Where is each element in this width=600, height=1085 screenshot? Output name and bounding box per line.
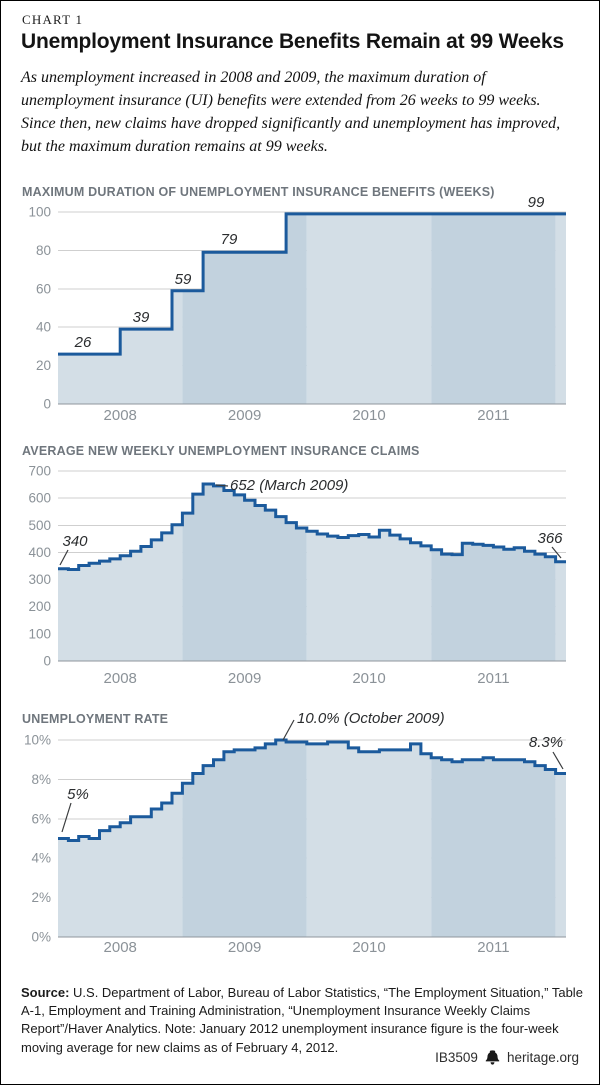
y-tick-label: 40 [36,320,51,335]
x-year-label: 2008 [104,407,137,424]
year-band [306,484,432,661]
y-tick-label: 600 [28,491,51,506]
annotation-max-duration: 79 [221,231,238,248]
section-title-claims: AVERAGE NEW WEEKLY UNEMPLOYMENT INSURANC… [22,444,420,458]
year-band [182,740,307,937]
y-tick-label: 8% [31,772,51,787]
annotation-leader [215,484,229,487]
year-band [58,740,183,937]
year-band [306,213,432,404]
year-band [555,213,566,404]
y-tick-label: 400 [28,545,51,560]
annotation-leader [282,719,295,741]
annotation-new-weekly-claims: 652 (March 2009) [230,477,348,494]
source-note: Source: U.S. Department of Labor, Bureau… [21,984,583,1057]
annotation-max-duration: 26 [74,334,92,351]
chart-kicker: CHART 1 [22,12,84,27]
area-fill [58,484,566,661]
annotation-leader [59,549,69,566]
y-tick-label: 0 [43,397,51,412]
annotation-unemployment-rate: 10.0% (October 2009) [297,710,445,727]
chart-new-weekly-claims: 0 100 200 300 400 500 600 700 2008 2009 2010 2011 34… [28,464,566,687]
series-line-max-duration [58,212,566,356]
year-band [182,213,307,404]
x-year-label: 2011 [477,670,509,687]
y-tick-label: 700 [28,464,51,479]
annotation-leader [61,802,72,833]
section-title-rate: UNEMPLOYMENT RATE [22,712,169,726]
year-band [555,740,566,937]
x-year-label: 2011 [477,939,509,956]
y-tick-label: 6% [31,811,51,826]
x-year-label: 2010 [352,407,385,424]
page-title: Unemployment Insurance Benefits Remain a… [21,30,564,53]
area-fill [58,740,566,937]
annotation-new-weekly-claims: 340 [62,533,88,550]
intro-paragraph: As unemployment increased in 2008 and 20… [21,69,561,156]
annotation-leader [551,546,562,559]
x-year-label: 2009 [228,407,261,424]
y-tick-label: 0% [31,930,51,945]
year-band [431,213,556,404]
y-tick-label: 100 [28,205,51,220]
year-band [431,740,556,937]
annotation-leader [552,751,564,770]
chart-max-duration: 0 20 40 60 80 100 2008 2009 2010 2011 26 39 59 79 99 [28,194,566,424]
annotation-max-duration: 59 [175,271,192,288]
annotation-max-duration: 39 [133,309,150,326]
series-line-new-weekly-claims [58,482,566,571]
year-band [555,484,566,661]
y-tick-label: 0 [43,654,51,669]
y-tick-label: 500 [28,518,51,533]
year-band [431,484,556,661]
y-tick-label: 100 [28,626,51,641]
y-tick-label: 200 [28,599,51,614]
series-line-unemployment-rate [58,738,566,842]
credit-line: IB3509 heritage.org [435,1048,579,1066]
y-tick-label: 20 [36,358,51,373]
area-fill [58,213,566,404]
year-band [58,213,183,404]
y-tick-label: 60 [36,281,51,296]
x-year-label: 2008 [104,939,137,956]
year-band [58,484,183,661]
brand-url[interactable]: heritage.org [506,1049,579,1065]
source-text: U.S. Department of Labor, Bureau of Labo… [21,985,583,1055]
annotation-unemployment-rate: 8.3% [529,734,563,751]
year-band [306,740,432,937]
y-tick-label: 10% [24,733,51,748]
x-year-label: 2009 [228,939,261,956]
x-year-label: 2010 [352,939,385,956]
annotation-max-duration: 99 [528,194,545,211]
y-tick-label: 80 [36,243,51,258]
section-title-max-duration: MAXIMUM DURATION OF UNEMPLOYMENT INSURAN… [22,185,495,199]
annotation-unemployment-rate: 5% [67,786,89,803]
x-year-label: 2008 [104,670,137,687]
annotation-new-weekly-claims: 366 [537,530,563,547]
report-id: IB3509 [435,1049,478,1065]
y-tick-label: 300 [28,572,51,587]
chart-unemployment-rate: 0% 2% 4% 6% 8% 10% 2008 2009 2010 2011 5% 10.0% (Oc… [24,710,566,956]
y-tick-label: 2% [31,890,51,905]
x-year-label: 2010 [352,670,385,687]
source-label: Source: [21,985,70,1000]
liberty-bell-icon [485,1049,500,1065]
x-year-label: 2011 [477,407,509,424]
x-year-label: 2009 [228,670,261,687]
y-tick-label: 4% [31,851,51,866]
